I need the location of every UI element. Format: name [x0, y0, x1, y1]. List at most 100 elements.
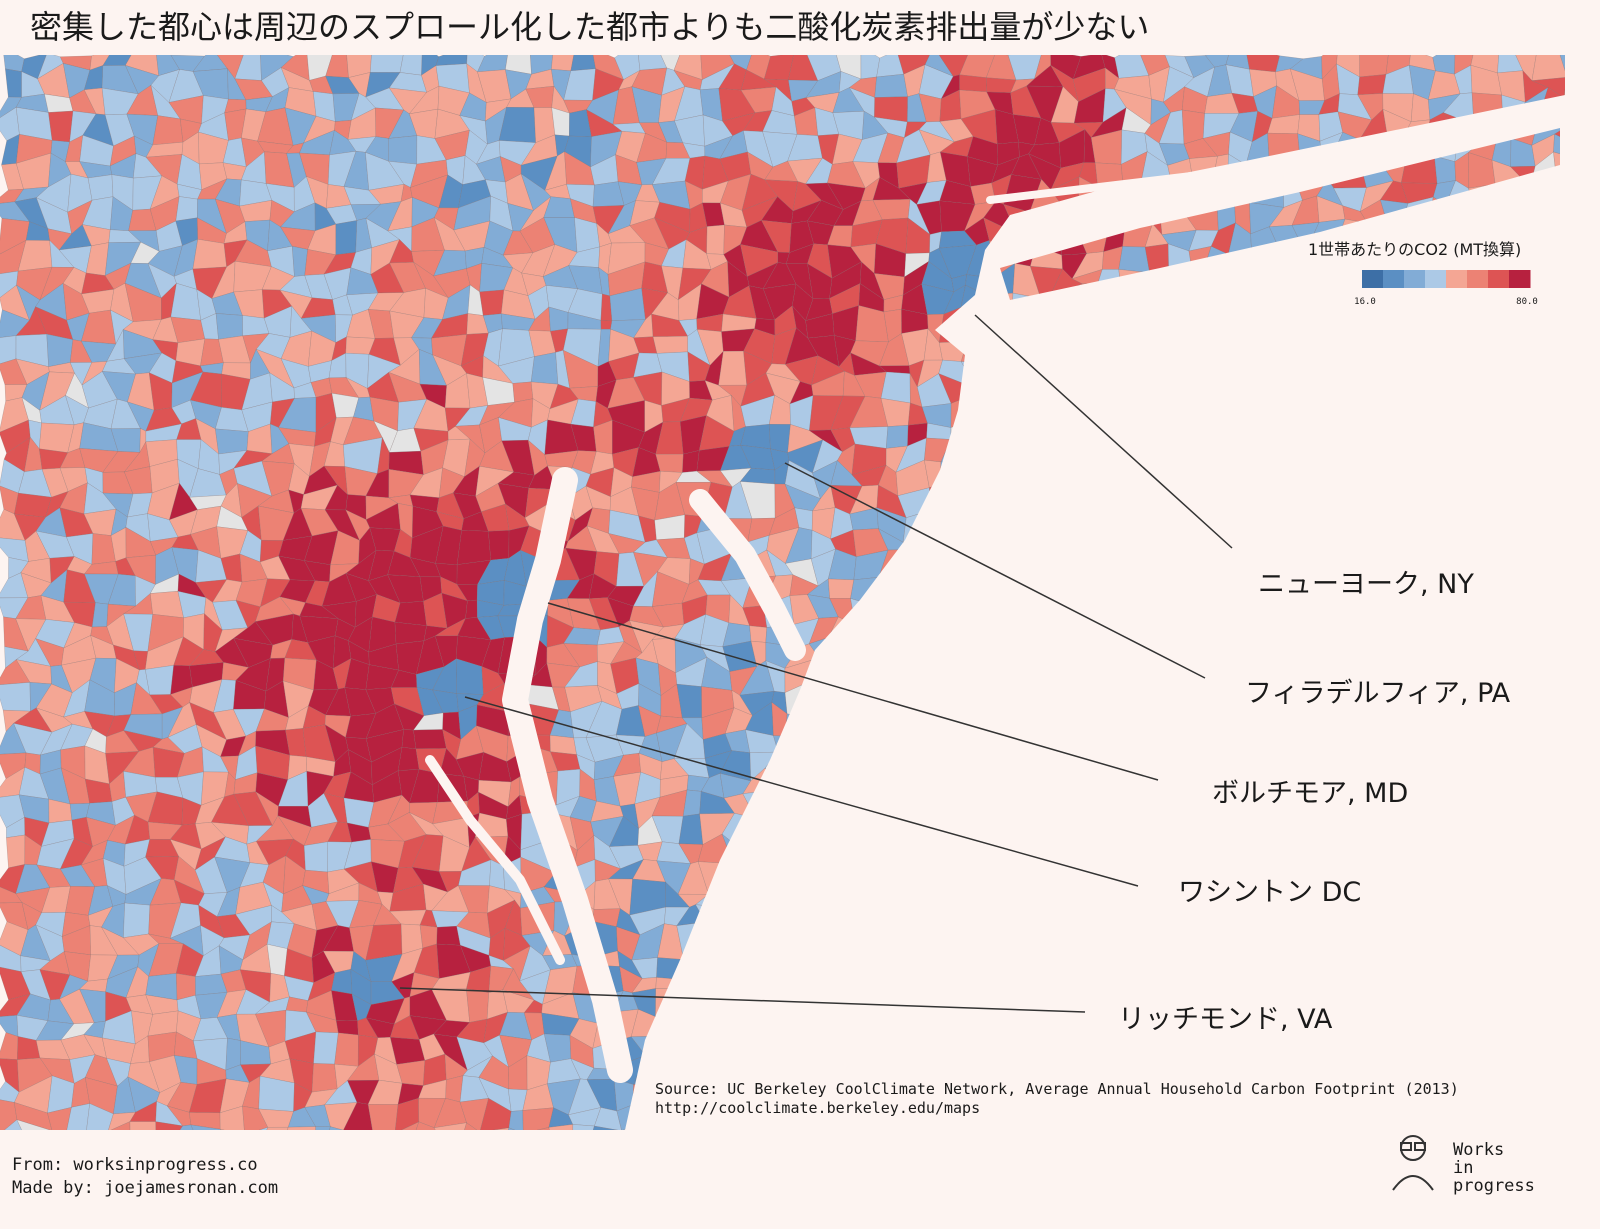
map-region: [152, 115, 184, 146]
map-region: [334, 1032, 359, 1067]
map-region: [530, 352, 559, 385]
map-region: [87, 174, 114, 201]
map-region: [215, 313, 243, 340]
city-label: ボルチモア, MD: [1212, 778, 1408, 809]
map-region: [413, 729, 447, 750]
map-region: [14, 1102, 53, 1130]
map-region: [192, 239, 227, 270]
map-region: [880, 371, 911, 404]
map-region: [885, 425, 909, 449]
delaware-bay: [689, 489, 806, 661]
map-region: [459, 1098, 489, 1130]
map-region: [749, 625, 768, 643]
map-region: [335, 220, 358, 256]
map-region: [433, 1122, 467, 1130]
long-island-sound: [986, 108, 1564, 204]
map-region: [14, 492, 52, 518]
chesapeake-bay: [502, 467, 633, 1083]
map-region: [706, 224, 725, 255]
map-region: [335, 1020, 359, 1036]
map-region: [394, 601, 427, 626]
map-region: [46, 333, 74, 367]
map-region: [456, 530, 491, 565]
map-region: [145, 665, 174, 696]
logo-text: Works: [1453, 1140, 1504, 1160]
logo-text: progress: [1453, 1176, 1535, 1196]
map-region: [48, 110, 74, 143]
map-region: [1563, 66, 1565, 98]
map-region: [66, 1103, 90, 1130]
map-region: [456, 1122, 488, 1130]
map-region: [584, 1125, 622, 1130]
footer-from: From: worksinprogress.co: [12, 1155, 258, 1175]
legend-min: 16.0: [1354, 297, 1376, 307]
map-region: [572, 1124, 595, 1130]
map-region: [465, 599, 478, 619]
map-region: [367, 1104, 399, 1130]
map-region: [303, 841, 328, 873]
legend-swatch: [1446, 270, 1468, 288]
map-region: [488, 530, 510, 561]
map-region: [874, 74, 908, 98]
map-region: [828, 578, 855, 599]
map-region: [718, 350, 747, 386]
map-region: [0, 682, 31, 712]
title: 密集した都心は周辺のスプロール化した都市よりも二酸化炭素排出量が少ない: [30, 8, 1149, 46]
map-region: [6, 834, 26, 869]
leader-line: [784, 462, 1206, 679]
map-region: [1118, 246, 1150, 273]
map-region: [549, 734, 577, 755]
map-region: [85, 1103, 114, 1130]
map-region: [1531, 55, 1565, 81]
map-region: [16, 1119, 53, 1130]
leader-line: [974, 314, 1233, 549]
map-region: [237, 1126, 269, 1130]
leader-line: [464, 696, 1139, 887]
legend-swatch: [1383, 270, 1405, 288]
map-region: [479, 289, 505, 316]
map-region: [548, 1124, 573, 1130]
map-region: [107, 1121, 131, 1130]
legend-swatch: [1488, 270, 1510, 288]
map-region: [219, 1105, 245, 1130]
leader-line: [399, 987, 1086, 1013]
legend-swatch: [1425, 270, 1447, 288]
map-region: [959, 74, 987, 93]
map-region: [175, 196, 198, 222]
map-region: [343, 1102, 373, 1130]
map-region: [47, 1107, 72, 1130]
source: Source: UC Berkeley CoolClimate Network,…: [655, 1080, 1459, 1098]
map-region: [0, 1119, 31, 1130]
map-region: [1357, 74, 1387, 95]
map-region: [190, 1124, 228, 1130]
map-region: [5, 68, 22, 98]
leader-line: [547, 602, 1159, 781]
map-region: [655, 454, 684, 473]
map-region: [652, 336, 688, 354]
map-region: [215, 428, 249, 455]
potomac-river: [425, 755, 565, 965]
legend-swatch: [1509, 270, 1531, 288]
map-region: [129, 1121, 157, 1130]
map-region: [225, 1037, 241, 1071]
map-region: [315, 1126, 331, 1130]
legend-swatch: [1404, 270, 1426, 288]
footer-made-by: Made by: joejamesronan.com: [12, 1178, 278, 1198]
map-region: [397, 747, 420, 771]
map-region: [594, 1107, 622, 1130]
map-region: [325, 1126, 356, 1130]
legend-swatch: [1467, 270, 1489, 288]
map-region: [394, 621, 427, 645]
map-region: [436, 925, 461, 946]
map-region: [523, 1127, 555, 1130]
logo-text: in: [1453, 1158, 1473, 1178]
city-label: リッチモンド, VA: [1118, 1004, 1333, 1035]
map-region: [1557, 55, 1565, 78]
map-region: [508, 1110, 524, 1130]
map-region: [257, 1127, 289, 1130]
city-label: ワシントン DC: [1178, 877, 1361, 908]
legend-max: 80.0: [1516, 297, 1538, 307]
leader-lines: [399, 314, 1233, 1013]
legend-swatch: [1362, 270, 1384, 288]
